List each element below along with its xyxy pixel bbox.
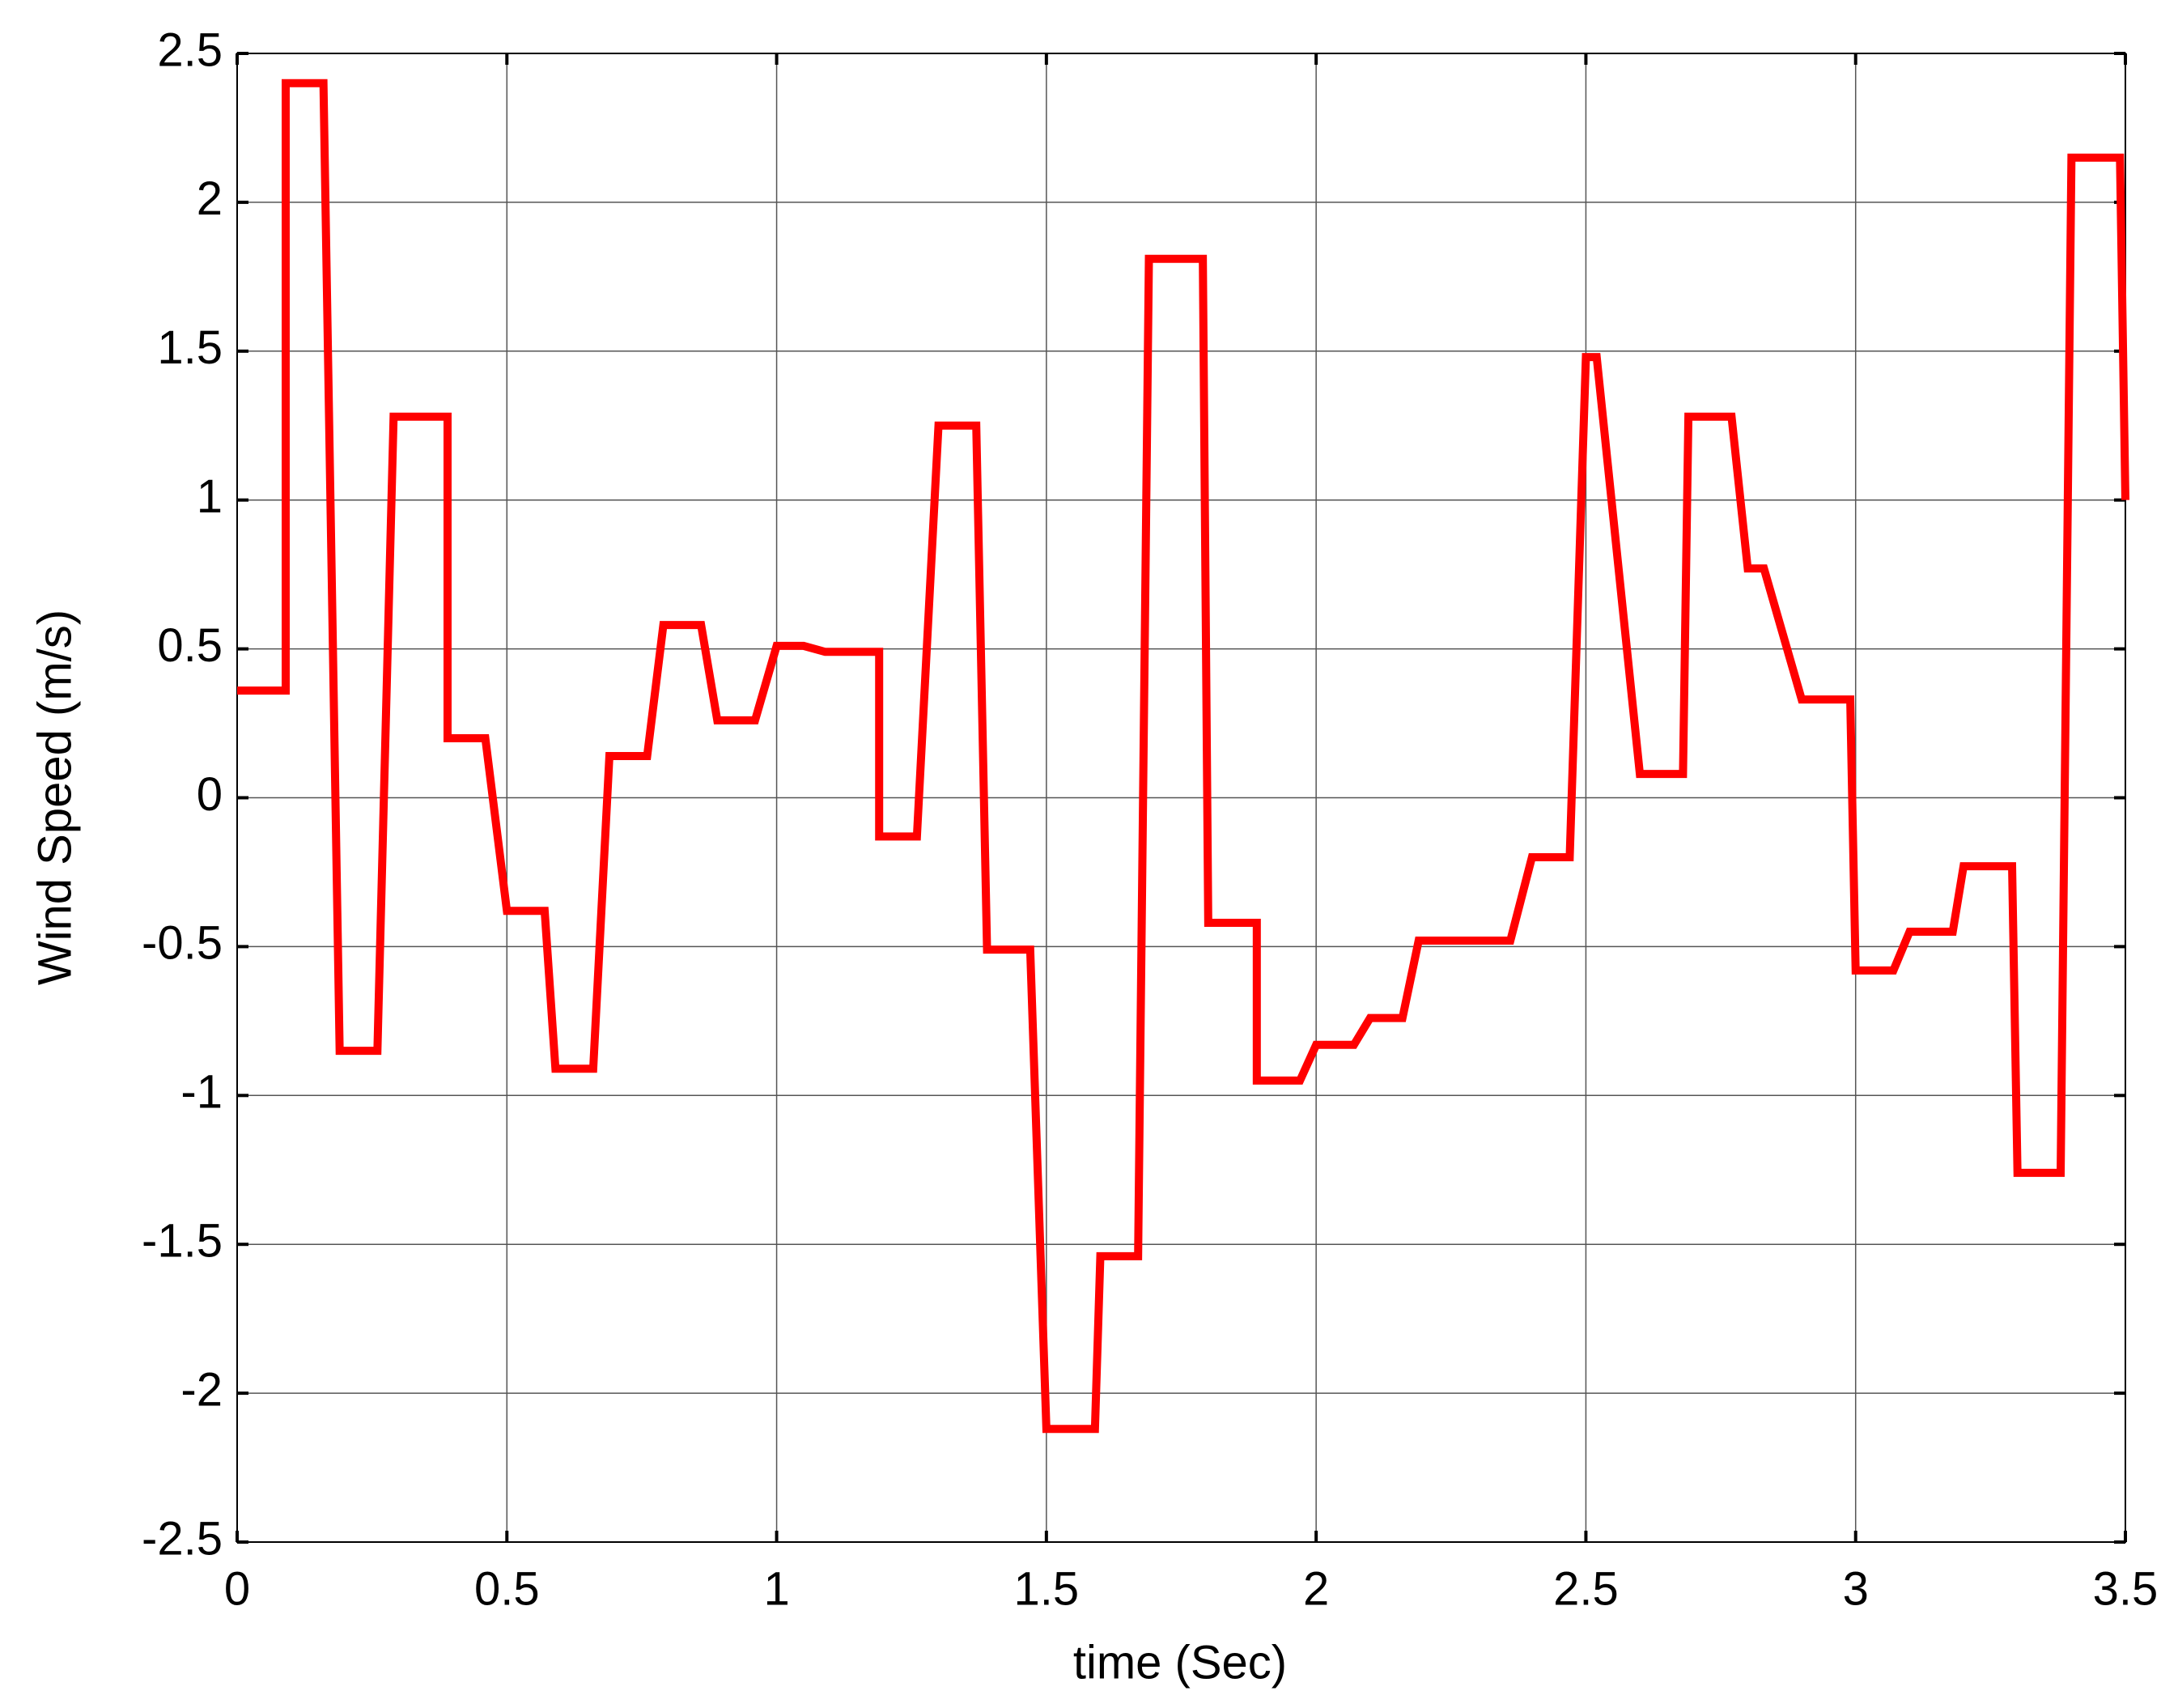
y-tick-label: -0.5 xyxy=(142,917,223,970)
x-axis-label: time (Sec) xyxy=(1073,1636,1287,1689)
x-tick-label: 2.5 xyxy=(1553,1562,1619,1615)
y-tick-label: 1.5 xyxy=(157,321,223,374)
y-tick-label: 0 xyxy=(197,768,223,821)
x-tick-label: 0.5 xyxy=(474,1562,540,1615)
y-tick-label: -1.5 xyxy=(142,1215,223,1268)
x-tick-label: 0 xyxy=(224,1562,250,1615)
plot-frame xyxy=(236,53,2126,1543)
x-tick-label: 1.5 xyxy=(1014,1562,1080,1615)
y-tick-label: -2 xyxy=(180,1363,223,1416)
data-line xyxy=(237,79,2129,1434)
x-tick-label: 3.5 xyxy=(2093,1562,2159,1615)
y-tick-label: 1 xyxy=(197,470,223,523)
y-tick-label: -2.5 xyxy=(142,1512,223,1565)
y-axis-label: Wind Speed (m/s) xyxy=(28,610,81,985)
y-tick-label: 0.5 xyxy=(157,619,223,672)
x-tick-label: 3 xyxy=(1843,1562,1869,1615)
y-tick-label: -1 xyxy=(180,1066,223,1119)
y-tick-label: 2.5 xyxy=(157,23,223,76)
y-tick-label: 2 xyxy=(197,172,223,225)
x-tick-label: 2 xyxy=(1303,1562,1329,1615)
x-tick-label: 1 xyxy=(763,1562,789,1615)
